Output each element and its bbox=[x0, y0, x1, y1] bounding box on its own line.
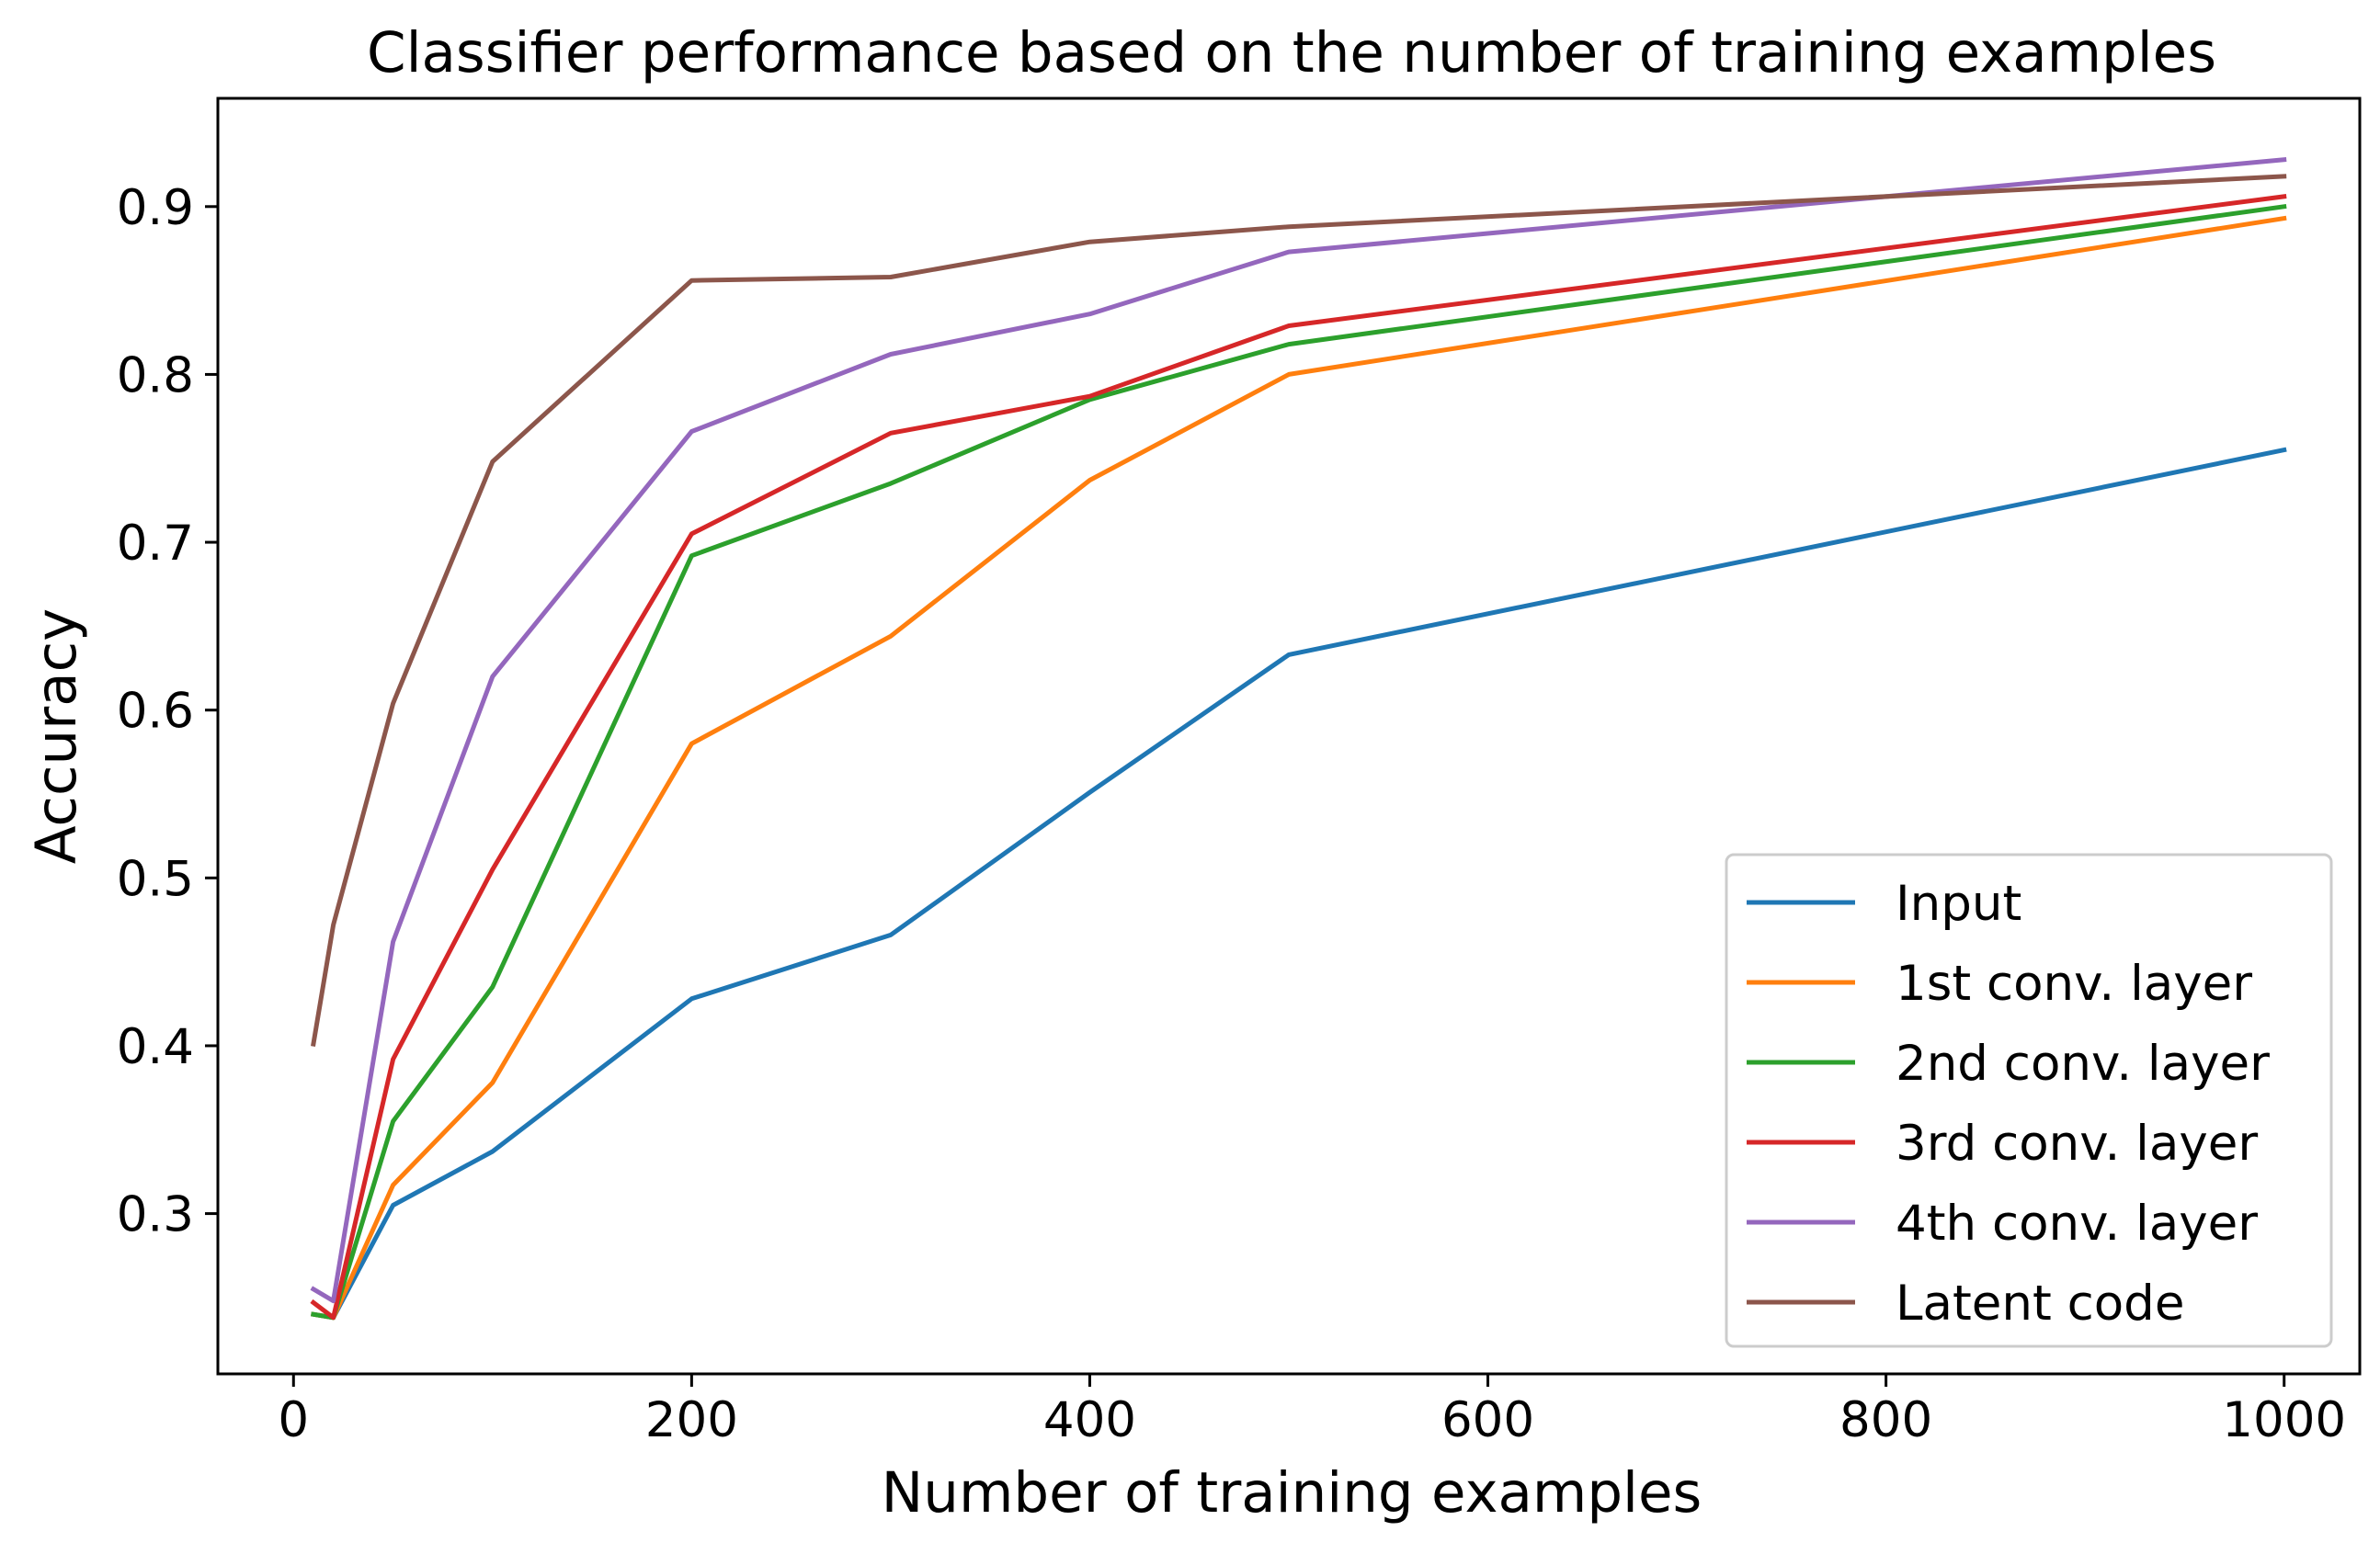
chart-title: Classifier performance based on the numb… bbox=[367, 20, 2216, 85]
x-tick-label: 1000 bbox=[2222, 1392, 2346, 1448]
y-axis-label: Accuracy bbox=[24, 608, 89, 865]
legend-label: Input bbox=[1896, 876, 2021, 932]
legend-label: 4th conv. layer bbox=[1896, 1196, 2258, 1252]
series-latent-code bbox=[311, 174, 2287, 1047]
x-tick-label: 400 bbox=[1043, 1392, 1136, 1448]
x-tick-label: 600 bbox=[1441, 1392, 1534, 1448]
legend-item-4th-conv-layer: 4th conv. layer bbox=[1747, 1196, 2258, 1252]
y-tick-label: 0.7 bbox=[117, 516, 194, 572]
legend-label: 1st conv. layer bbox=[1896, 956, 2252, 1012]
y-tick-label: 0.3 bbox=[117, 1187, 194, 1243]
legend-item-latent-code: Latent code bbox=[1747, 1276, 2184, 1332]
legend-item-input: Input bbox=[1747, 876, 2021, 932]
plot-area bbox=[310, 156, 2287, 1321]
axes-frame bbox=[216, 96, 2362, 1376]
legend-box bbox=[1725, 853, 2333, 1348]
x-tick-label: 800 bbox=[1839, 1392, 1932, 1448]
legend-item-2nd-conv-layer: 2nd conv. layer bbox=[1747, 1036, 2270, 1092]
series-3rd-conv-layer bbox=[310, 193, 2287, 1321]
legend: Input 1st conv. layer 2nd conv. layer 3rd c… bbox=[1725, 853, 2333, 1348]
legend-label: 2nd conv. layer bbox=[1896, 1036, 2270, 1092]
x-axis-label: Number of training examples bbox=[882, 1460, 1702, 1526]
legend-label: Latent code bbox=[1896, 1276, 2184, 1332]
y-tick-label: 0.4 bbox=[117, 1019, 194, 1075]
series-4th-conv-layer bbox=[310, 156, 2287, 1304]
x-tick-label: 200 bbox=[645, 1392, 738, 1448]
legend-label: 3rd conv. layer bbox=[1896, 1116, 2258, 1172]
y-tick-label: 0.8 bbox=[117, 347, 194, 403]
axis-ticks: 0 200 400 600 800 1000 0.3 0.4 0.5 0.6 0.7 0.8 0.9 bbox=[117, 180, 2346, 1448]
legend-item-1st-conv-layer: 1st conv. layer bbox=[1747, 956, 2252, 1012]
y-tick-label: 0.9 bbox=[117, 180, 194, 236]
y-tick-label: 0.6 bbox=[117, 684, 194, 740]
x-tick-label: 0 bbox=[278, 1392, 309, 1448]
y-tick-label: 0.5 bbox=[117, 851, 194, 907]
legend-item-3rd-conv-layer: 3rd conv. layer bbox=[1747, 1116, 2258, 1172]
